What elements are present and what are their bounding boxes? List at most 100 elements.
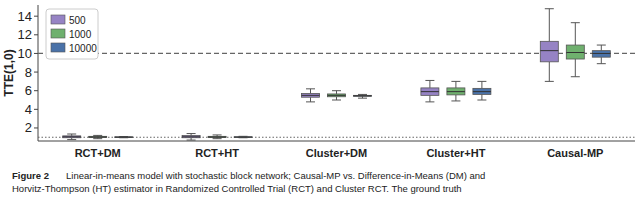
whisker-cap-low bbox=[571, 76, 580, 77]
box bbox=[592, 51, 610, 58]
reference-line bbox=[38, 137, 635, 138]
box bbox=[421, 88, 439, 95]
box bbox=[208, 136, 226, 137]
legend-swatch bbox=[51, 15, 65, 24]
whisker-high bbox=[455, 81, 456, 88]
whisker-cap-low bbox=[597, 63, 606, 64]
whisker-cap-low bbox=[187, 140, 196, 141]
box bbox=[328, 94, 346, 97]
whisker-low bbox=[549, 62, 550, 82]
plot-area bbox=[38, 9, 635, 140]
x-tick-label: RCT+HT bbox=[195, 147, 239, 159]
median bbox=[182, 136, 200, 137]
whisker-low bbox=[429, 95, 430, 102]
whisker-cap-low bbox=[545, 81, 554, 82]
legend-label: 10000 bbox=[69, 43, 97, 54]
y-tick-label: 14 bbox=[18, 9, 32, 24]
box bbox=[234, 136, 252, 138]
x-tick-label: RCT+DM bbox=[75, 147, 121, 159]
whisker-low bbox=[481, 94, 482, 100]
whisker-cap-low bbox=[93, 138, 102, 139]
legend-label: 500 bbox=[69, 15, 86, 26]
whisker-cap-high bbox=[597, 45, 606, 46]
y-tick-label: 4 bbox=[25, 102, 32, 117]
box bbox=[566, 45, 584, 59]
median bbox=[302, 95, 320, 96]
whisker-cap-high bbox=[425, 80, 434, 81]
legend-label: 1000 bbox=[69, 29, 92, 40]
x-axis bbox=[38, 141, 635, 142]
whisker-cap-high bbox=[571, 22, 580, 23]
box bbox=[354, 95, 372, 97]
median bbox=[63, 136, 81, 137]
whisker-cap-high bbox=[477, 81, 486, 82]
median bbox=[89, 136, 107, 137]
y-tick bbox=[34, 53, 38, 54]
y-tick bbox=[34, 72, 38, 73]
y-tick bbox=[34, 34, 38, 35]
whisker-low bbox=[601, 57, 602, 64]
whisker-cap-low bbox=[477, 100, 486, 101]
whisker-cap-low bbox=[306, 101, 315, 102]
whisker-cap-high bbox=[358, 94, 367, 95]
median bbox=[473, 91, 491, 92]
x-tick-label: Causal-MP bbox=[547, 147, 603, 159]
whisker-high bbox=[481, 81, 482, 88]
caption-line: Linear-in-means model with stochastic bl… bbox=[66, 170, 485, 181]
box bbox=[182, 136, 200, 138]
y-tick bbox=[34, 109, 38, 110]
whisker-cap-high bbox=[306, 88, 315, 89]
y-tick bbox=[34, 16, 38, 17]
y-tick bbox=[34, 90, 38, 91]
y-axis bbox=[38, 5, 39, 141]
legend-swatch bbox=[51, 29, 65, 38]
legend-box bbox=[46, 9, 98, 59]
caption-label: Figure 2 bbox=[12, 170, 49, 181]
whisker-cap-low bbox=[67, 139, 76, 140]
median bbox=[354, 95, 372, 96]
y-axis-label: TTE(1,0) bbox=[2, 49, 16, 96]
box bbox=[473, 88, 491, 94]
whisker-cap-high bbox=[451, 81, 460, 82]
box bbox=[540, 41, 558, 61]
legend-swatch bbox=[51, 43, 65, 52]
box bbox=[63, 136, 81, 138]
y-tick-label: 10 bbox=[18, 46, 32, 61]
y-tick-label: 8 bbox=[25, 65, 32, 80]
median bbox=[234, 137, 252, 138]
whisker-cap-low bbox=[451, 100, 460, 101]
median bbox=[421, 91, 439, 92]
whisker-cap-low bbox=[358, 98, 367, 99]
x-tick-label: Cluster+DM bbox=[306, 147, 367, 159]
x-tick-label: Cluster+HT bbox=[426, 147, 485, 159]
whisker-cap-high bbox=[93, 135, 102, 136]
box bbox=[89, 136, 107, 137]
chart-root: 2468101214TTE(1,0)RCT+DMRCT+HTCluster+DM… bbox=[0, 0, 640, 211]
y-tick bbox=[34, 127, 38, 128]
y-tick-label: 2 bbox=[25, 120, 32, 135]
whisker-cap-high bbox=[545, 8, 554, 9]
box bbox=[302, 93, 320, 97]
box bbox=[115, 136, 133, 138]
whisker-cap-low bbox=[332, 100, 341, 101]
y-tick-label: 12 bbox=[18, 27, 32, 42]
whisker-cap-low bbox=[213, 138, 222, 139]
median bbox=[208, 136, 226, 137]
whisker-cap-high bbox=[187, 133, 196, 134]
whisker-cap-high bbox=[67, 134, 76, 135]
whisker-high bbox=[310, 89, 311, 94]
box bbox=[447, 88, 465, 95]
whisker-high bbox=[429, 80, 430, 87]
median bbox=[566, 52, 584, 53]
whisker-high bbox=[549, 9, 550, 42]
median bbox=[115, 137, 133, 138]
median bbox=[328, 95, 346, 96]
median bbox=[540, 50, 558, 51]
median bbox=[592, 53, 610, 54]
whisker-low bbox=[575, 59, 576, 77]
whisker-low bbox=[310, 97, 311, 102]
whisker-low bbox=[455, 95, 456, 101]
whisker-high bbox=[575, 23, 576, 45]
caption-line: Horvitz-Thompson (HT) estimator in Rando… bbox=[12, 183, 462, 194]
whisker-high bbox=[601, 45, 602, 51]
